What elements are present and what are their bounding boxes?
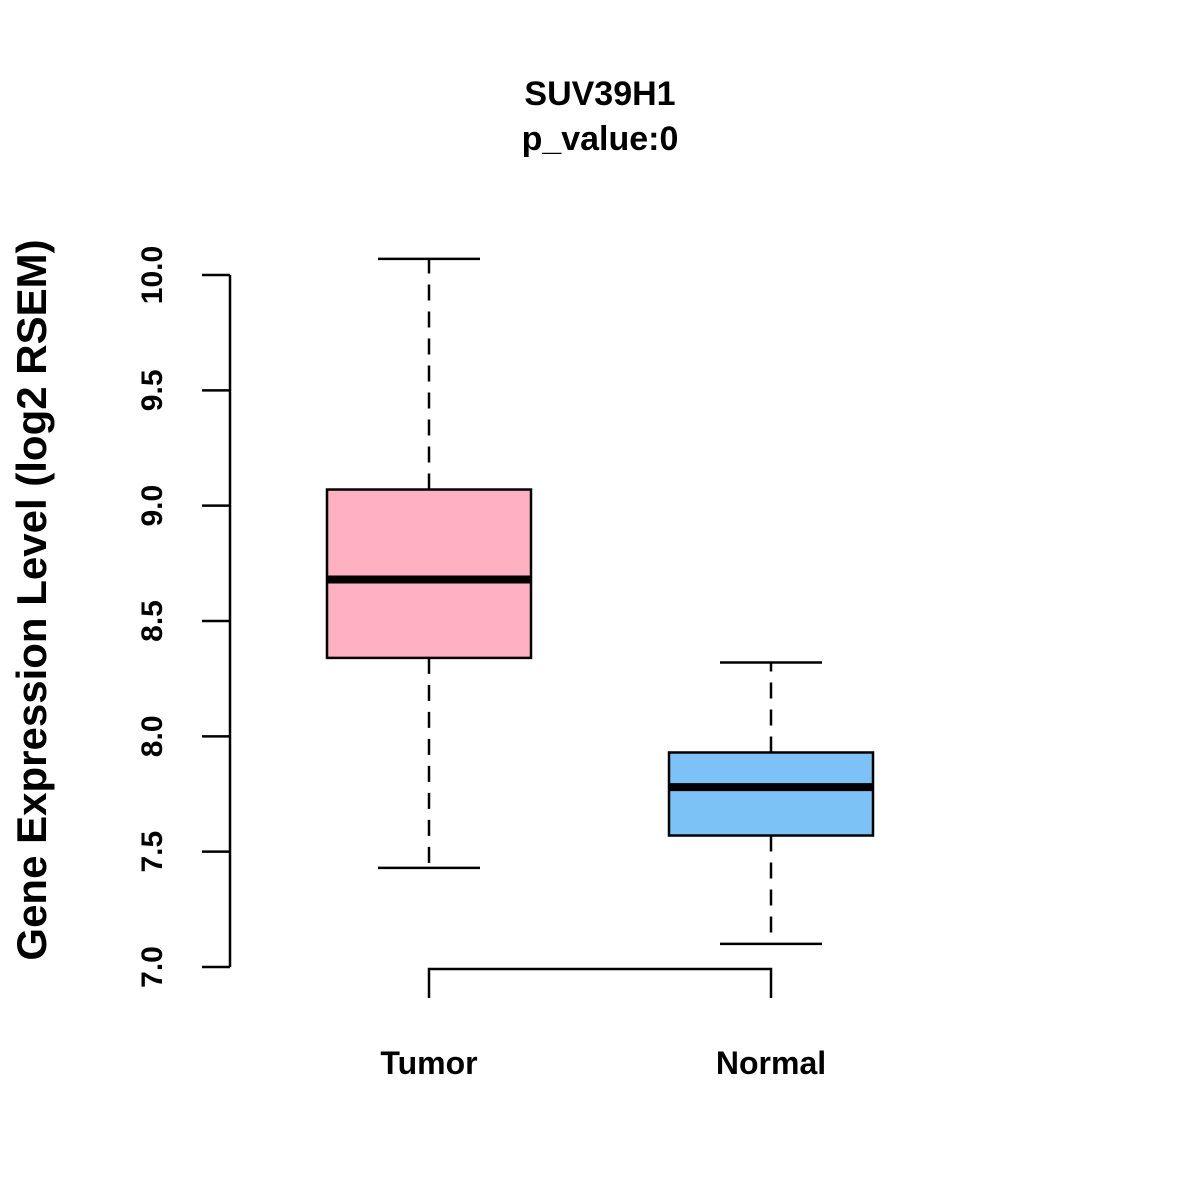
chart-title: SUV39H1	[524, 75, 675, 113]
y-tick-label-0: 7.0	[136, 946, 169, 988]
y-tick-label-3: 8.5	[136, 600, 169, 642]
y-tick-label-5: 9.5	[136, 369, 169, 411]
boxes-layer	[325, 257, 875, 946]
y-tick-label-6: 10.0	[136, 246, 169, 304]
chart-subtitle: p_value:0	[522, 120, 679, 158]
normal-box-body	[667, 751, 875, 837]
x-label-normal: Normal	[716, 1045, 826, 1081]
tumor-box-body	[325, 488, 533, 660]
box-normal	[667, 661, 875, 946]
y-tick-label-1: 7.5	[136, 831, 169, 873]
box-tumor	[325, 257, 533, 870]
y-axis: 7.0 7.5 8.0 8.5 9.0 9.5 10.0	[136, 246, 232, 988]
y-tick-label-4: 9.0	[136, 485, 169, 527]
y-axis-label: Gene Expression Level (log2 RSEM)	[8, 239, 55, 960]
significance-bracket	[427, 967, 773, 998]
x-axis-labels: Tumor Normal	[380, 1045, 826, 1081]
x-label-tumor: Tumor	[380, 1045, 477, 1081]
bracket-line	[427, 967, 773, 998]
y-tick-label-2: 8.0	[136, 715, 169, 757]
